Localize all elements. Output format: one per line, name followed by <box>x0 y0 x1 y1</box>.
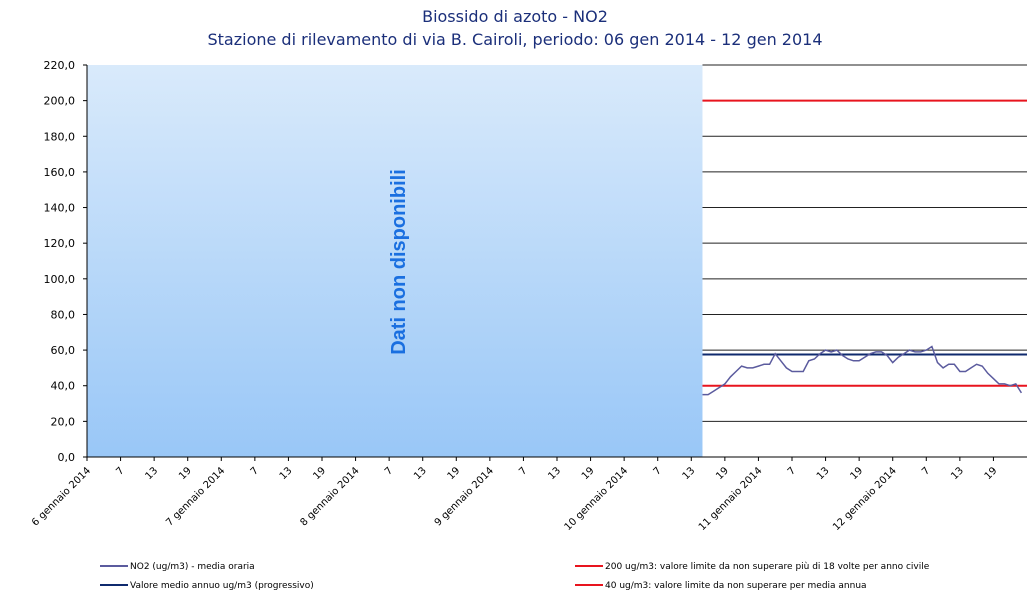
x-tick-label: 10 gennaio 2014 <box>563 465 631 533</box>
y-tick-label: 220,0 <box>44 59 76 72</box>
y-tick-label: 80,0 <box>51 308 76 321</box>
chart-title: Biossido di azoto - NO2 <box>422 7 608 26</box>
x-tick-label: 7 <box>114 465 126 477</box>
x-tick-label: 6 gennaio 2014 <box>30 465 93 528</box>
x-tick-label: 9 gennaio 2014 <box>433 465 496 528</box>
legend-label: NO2 (ug/m3) - media oraria <box>130 562 255 572</box>
x-tick-label: 11 gennaio 2014 <box>697 465 765 533</box>
legend-label: 40 ug/m3: valore limite da non superare … <box>605 581 867 591</box>
legend-label: 200 ug/m3: valore limite da non superare… <box>605 562 930 572</box>
legend-label: Valore medio annuo ug/m3 (progressivo) <box>130 581 314 591</box>
x-tick-label: 7 <box>517 465 529 477</box>
y-tick-label: 200,0 <box>44 95 76 108</box>
x-tick-label: 13 <box>546 465 563 482</box>
y-tick-label: 180,0 <box>44 130 76 143</box>
x-tick-label: 19 <box>983 465 1000 482</box>
x-tick-label: 13 <box>681 465 698 482</box>
x-tick-label: 7 <box>920 465 932 477</box>
y-tick-label: 120,0 <box>44 237 76 250</box>
x-tick-label: 8 gennaio 2014 <box>298 465 361 528</box>
y-tick-label: 100,0 <box>44 273 76 286</box>
x-tick-label: 19 <box>311 465 328 482</box>
x-tick-label: 19 <box>848 465 865 482</box>
data-line <box>702 345 1023 396</box>
y-tick-label: 20,0 <box>51 415 76 428</box>
unavailable-label: Dati non disponibili <box>388 169 410 355</box>
x-tick-label: 12 gennaio 2014 <box>831 465 899 533</box>
x-tick-label: 19 <box>714 465 731 482</box>
x-tick-label: 7 <box>383 465 395 477</box>
x-tick-label: 13 <box>143 465 160 482</box>
x-tick-label: 7 <box>652 465 664 477</box>
y-tick-label: 140,0 <box>44 202 76 215</box>
x-tick-label: 19 <box>446 465 463 482</box>
x-tick-label: 19 <box>580 465 597 482</box>
x-tick-label: 13 <box>949 465 966 482</box>
y-tick-label: 60,0 <box>51 344 76 357</box>
x-tick-label: 19 <box>177 465 194 482</box>
x-tick-label: 13 <box>815 465 832 482</box>
y-tick-label: 160,0 <box>44 166 76 179</box>
x-tick-label: 13 <box>412 465 429 482</box>
y-tick-label: 0,0 <box>58 451 76 464</box>
x-tick-label: 7 <box>786 465 798 477</box>
x-tick-label: 7 gennaio 2014 <box>164 465 227 528</box>
y-tick-label: 40,0 <box>51 380 76 393</box>
unavailable-area <box>87 65 703 457</box>
x-tick-label: 13 <box>278 465 295 482</box>
chart-subtitle: Stazione di rilevamento di via B. Cairol… <box>207 30 822 49</box>
x-tick-label: 7 <box>249 465 261 477</box>
